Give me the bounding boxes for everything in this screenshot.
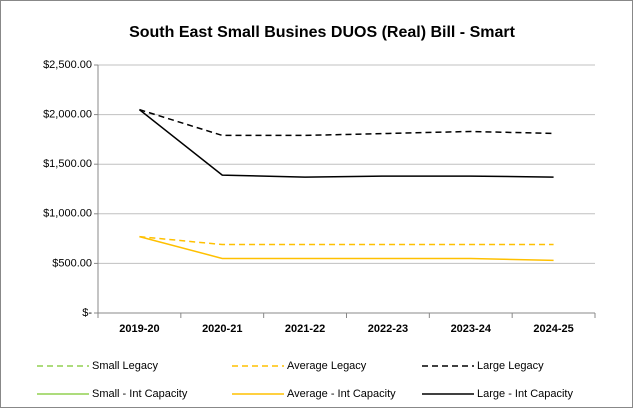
series-line <box>139 108 554 137</box>
x-tick-label: 2021-22 <box>285 323 325 335</box>
y-tick-label: $1,500.00 <box>43 158 92 170</box>
y-tick-label: $- <box>82 307 92 319</box>
legend-label: Small - Int Capacity <box>92 388 188 400</box>
y-tick-label: $2,500.00 <box>43 59 92 71</box>
legend-label: Average - Int Capacity <box>287 388 396 400</box>
y-tick-label: $1,000.00 <box>43 208 92 220</box>
x-tick-label: 2024-25 <box>533 323 573 335</box>
series-line <box>139 235 554 246</box>
legend-label: Large - Int Capacity <box>477 388 573 400</box>
x-tick-label: 2023-24 <box>451 323 492 335</box>
x-tick-label: 2019-20 <box>119 323 159 335</box>
legend-label: Small Legacy <box>92 360 159 372</box>
chart-title: South East Small Busines DUOS (Real) Bil… <box>129 24 516 41</box>
legend-label: Average Legacy <box>287 360 367 372</box>
series-line <box>138 109 554 178</box>
y-tick-label: $500.00 <box>52 257 92 269</box>
x-tick-label: 2022-23 <box>368 323 408 335</box>
series-line <box>139 235 554 262</box>
x-tick-label: 2020-21 <box>202 323 242 335</box>
y-tick-label: $2,000.00 <box>43 109 92 121</box>
legend-label: Large Legacy <box>477 360 544 372</box>
